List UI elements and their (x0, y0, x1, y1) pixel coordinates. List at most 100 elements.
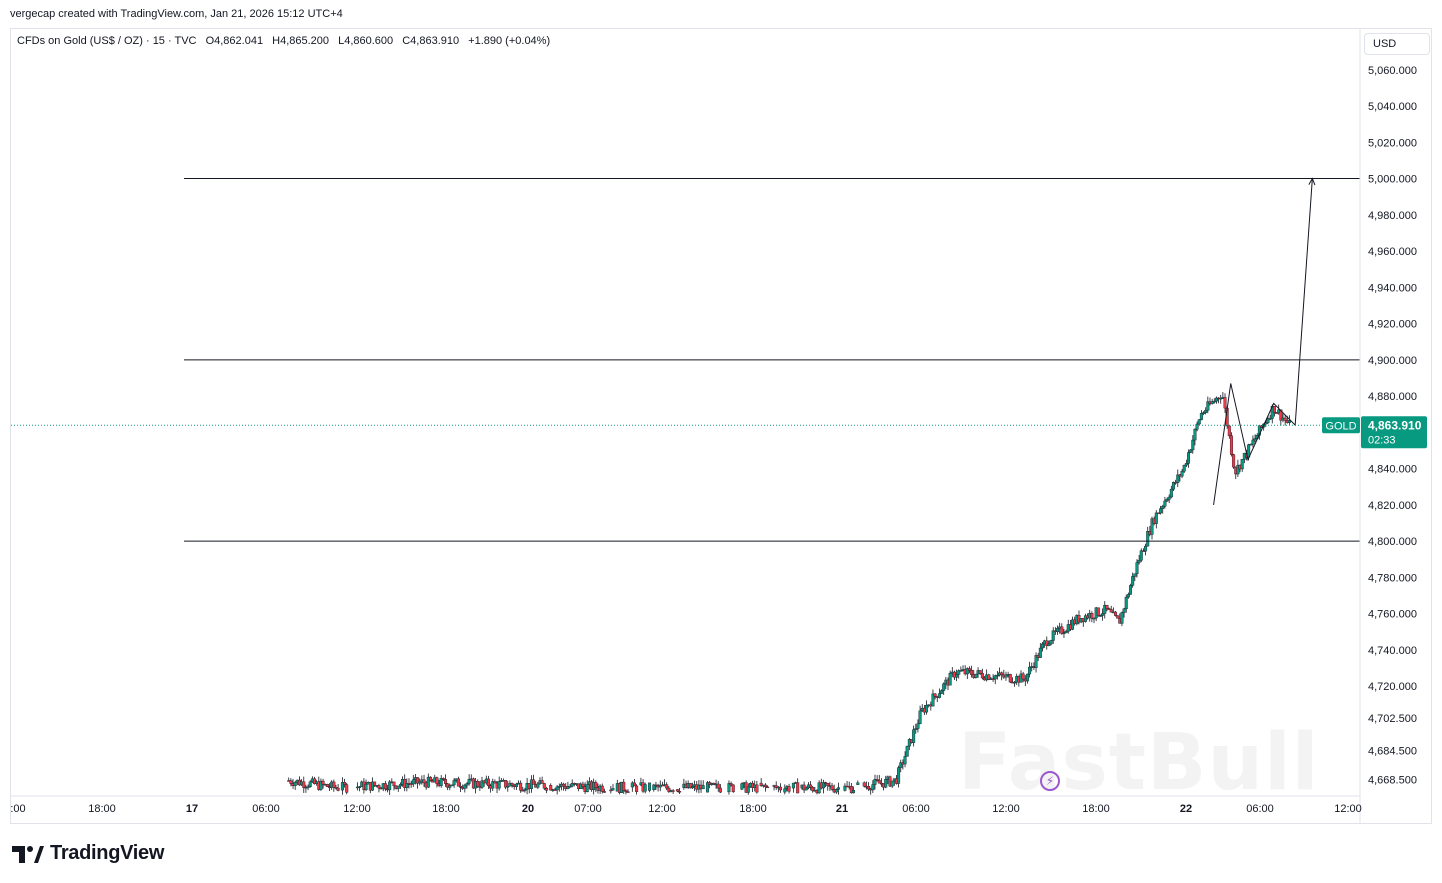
candle-body (383, 783, 387, 790)
price-tick-label: 4,780.000 (1368, 572, 1417, 584)
candle-body (903, 756, 907, 765)
candle-body (332, 781, 336, 788)
time-tick-label: 06:00 (1246, 803, 1274, 815)
candle-body (652, 784, 656, 790)
candle-body (493, 781, 497, 784)
candle-body (1092, 617, 1096, 620)
candles-layer (287, 392, 1291, 795)
candle-body (957, 670, 961, 675)
candle-body (540, 780, 544, 784)
candle-body (388, 781, 392, 791)
candle-body (811, 787, 815, 791)
tradingview-logo[interactable]: TradingView (12, 842, 164, 865)
price-tick-label: 4,880.000 (1368, 391, 1417, 403)
candle-body (624, 790, 628, 792)
legend-high: H4,865.200 (272, 35, 330, 47)
candle-body (523, 789, 527, 791)
candle-body (1124, 596, 1128, 610)
candle-body (852, 790, 856, 794)
candle-body (877, 780, 881, 784)
candle-body (912, 729, 916, 743)
candle-body (701, 785, 705, 790)
candle-body (373, 781, 377, 786)
candle-body (1159, 508, 1163, 514)
price-tick-label: 4,740.000 (1368, 645, 1417, 657)
last-price-label (1361, 416, 1427, 449)
candle-body (671, 790, 675, 792)
candle-body (1287, 420, 1291, 423)
legend-low: L4,860.600 (338, 35, 394, 47)
candle-body (325, 784, 329, 787)
candle-body (336, 787, 340, 791)
candle-body (456, 778, 460, 787)
candle-body (826, 783, 830, 787)
candle-body (873, 779, 877, 785)
candle-body (830, 785, 834, 790)
candle-body (916, 723, 920, 729)
candle-body (755, 784, 759, 793)
price-tick-label: 4,840.000 (1368, 464, 1417, 476)
time-tick-label: :00 (10, 803, 25, 815)
time-tick-label: 20 (522, 803, 534, 815)
candle-body (843, 785, 847, 791)
candle-body (774, 785, 778, 788)
candle-body (439, 778, 443, 786)
time-axis: :00 18:00 17 06:00 12:00 18:00 20 07:00 12:00 18:… (10, 803, 1361, 815)
candle-body (675, 789, 679, 792)
candle-body (791, 782, 795, 789)
candle-body (1202, 412, 1206, 414)
candle-body (1135, 562, 1139, 575)
candle-body (731, 784, 735, 793)
symbol-tag-badge (1322, 417, 1360, 434)
creator-line: vergecap created with TradingView.com, J… (10, 8, 343, 20)
candle-body (1096, 607, 1100, 616)
candle-body (1056, 628, 1060, 633)
candle-body (321, 780, 325, 785)
time-tick-label: 18:00 (1082, 803, 1110, 815)
candle-body (521, 790, 525, 792)
candle-body (334, 787, 338, 789)
candle-body (1249, 443, 1253, 446)
price-tick-label: 4,960.000 (1368, 246, 1417, 258)
candle-body (497, 781, 501, 789)
symbol-tag-text: GOLD (1325, 420, 1356, 432)
candle-body (435, 777, 439, 785)
candle-body (600, 785, 604, 792)
candle-body (804, 787, 808, 791)
candle-body (1232, 454, 1236, 468)
candle-body (450, 784, 454, 787)
price-tick-label: 4,702.500 (1368, 713, 1417, 725)
candle-body (1040, 643, 1044, 649)
candle-body (1034, 655, 1038, 668)
time-tick-label: 18:00 (432, 803, 460, 815)
time-tick-label: 18:00 (88, 803, 116, 815)
candle-body (441, 778, 445, 780)
candle-body (585, 784, 589, 793)
candle-body (306, 786, 310, 788)
candle-body (465, 783, 469, 786)
chart-frame (10, 28, 1432, 824)
candle-body (293, 782, 297, 786)
candle-body (740, 783, 744, 790)
price-tick-label: 4,980.000 (1368, 210, 1417, 222)
candle-body (1161, 505, 1165, 509)
currency-selector[interactable]: USD (1364, 33, 1430, 55)
candle-body (1206, 401, 1210, 411)
candle-body (746, 786, 750, 793)
candle-body (705, 782, 709, 793)
bar-countdown-text: 02:33 (1368, 434, 1396, 446)
candle-body (1253, 438, 1257, 441)
candle-body (398, 784, 402, 787)
projection-arrowhead (1308, 177, 1316, 186)
candle-body (1268, 418, 1272, 420)
candle-body (862, 782, 866, 787)
candle-body (542, 783, 546, 789)
candle-body (635, 785, 639, 792)
candle-body (783, 788, 787, 793)
candle-body (763, 784, 767, 788)
candle-body (836, 787, 840, 790)
price-tick-label: 4,940.000 (1368, 282, 1417, 294)
candle-body (486, 778, 490, 787)
tradingview-logo-icon (12, 845, 44, 863)
